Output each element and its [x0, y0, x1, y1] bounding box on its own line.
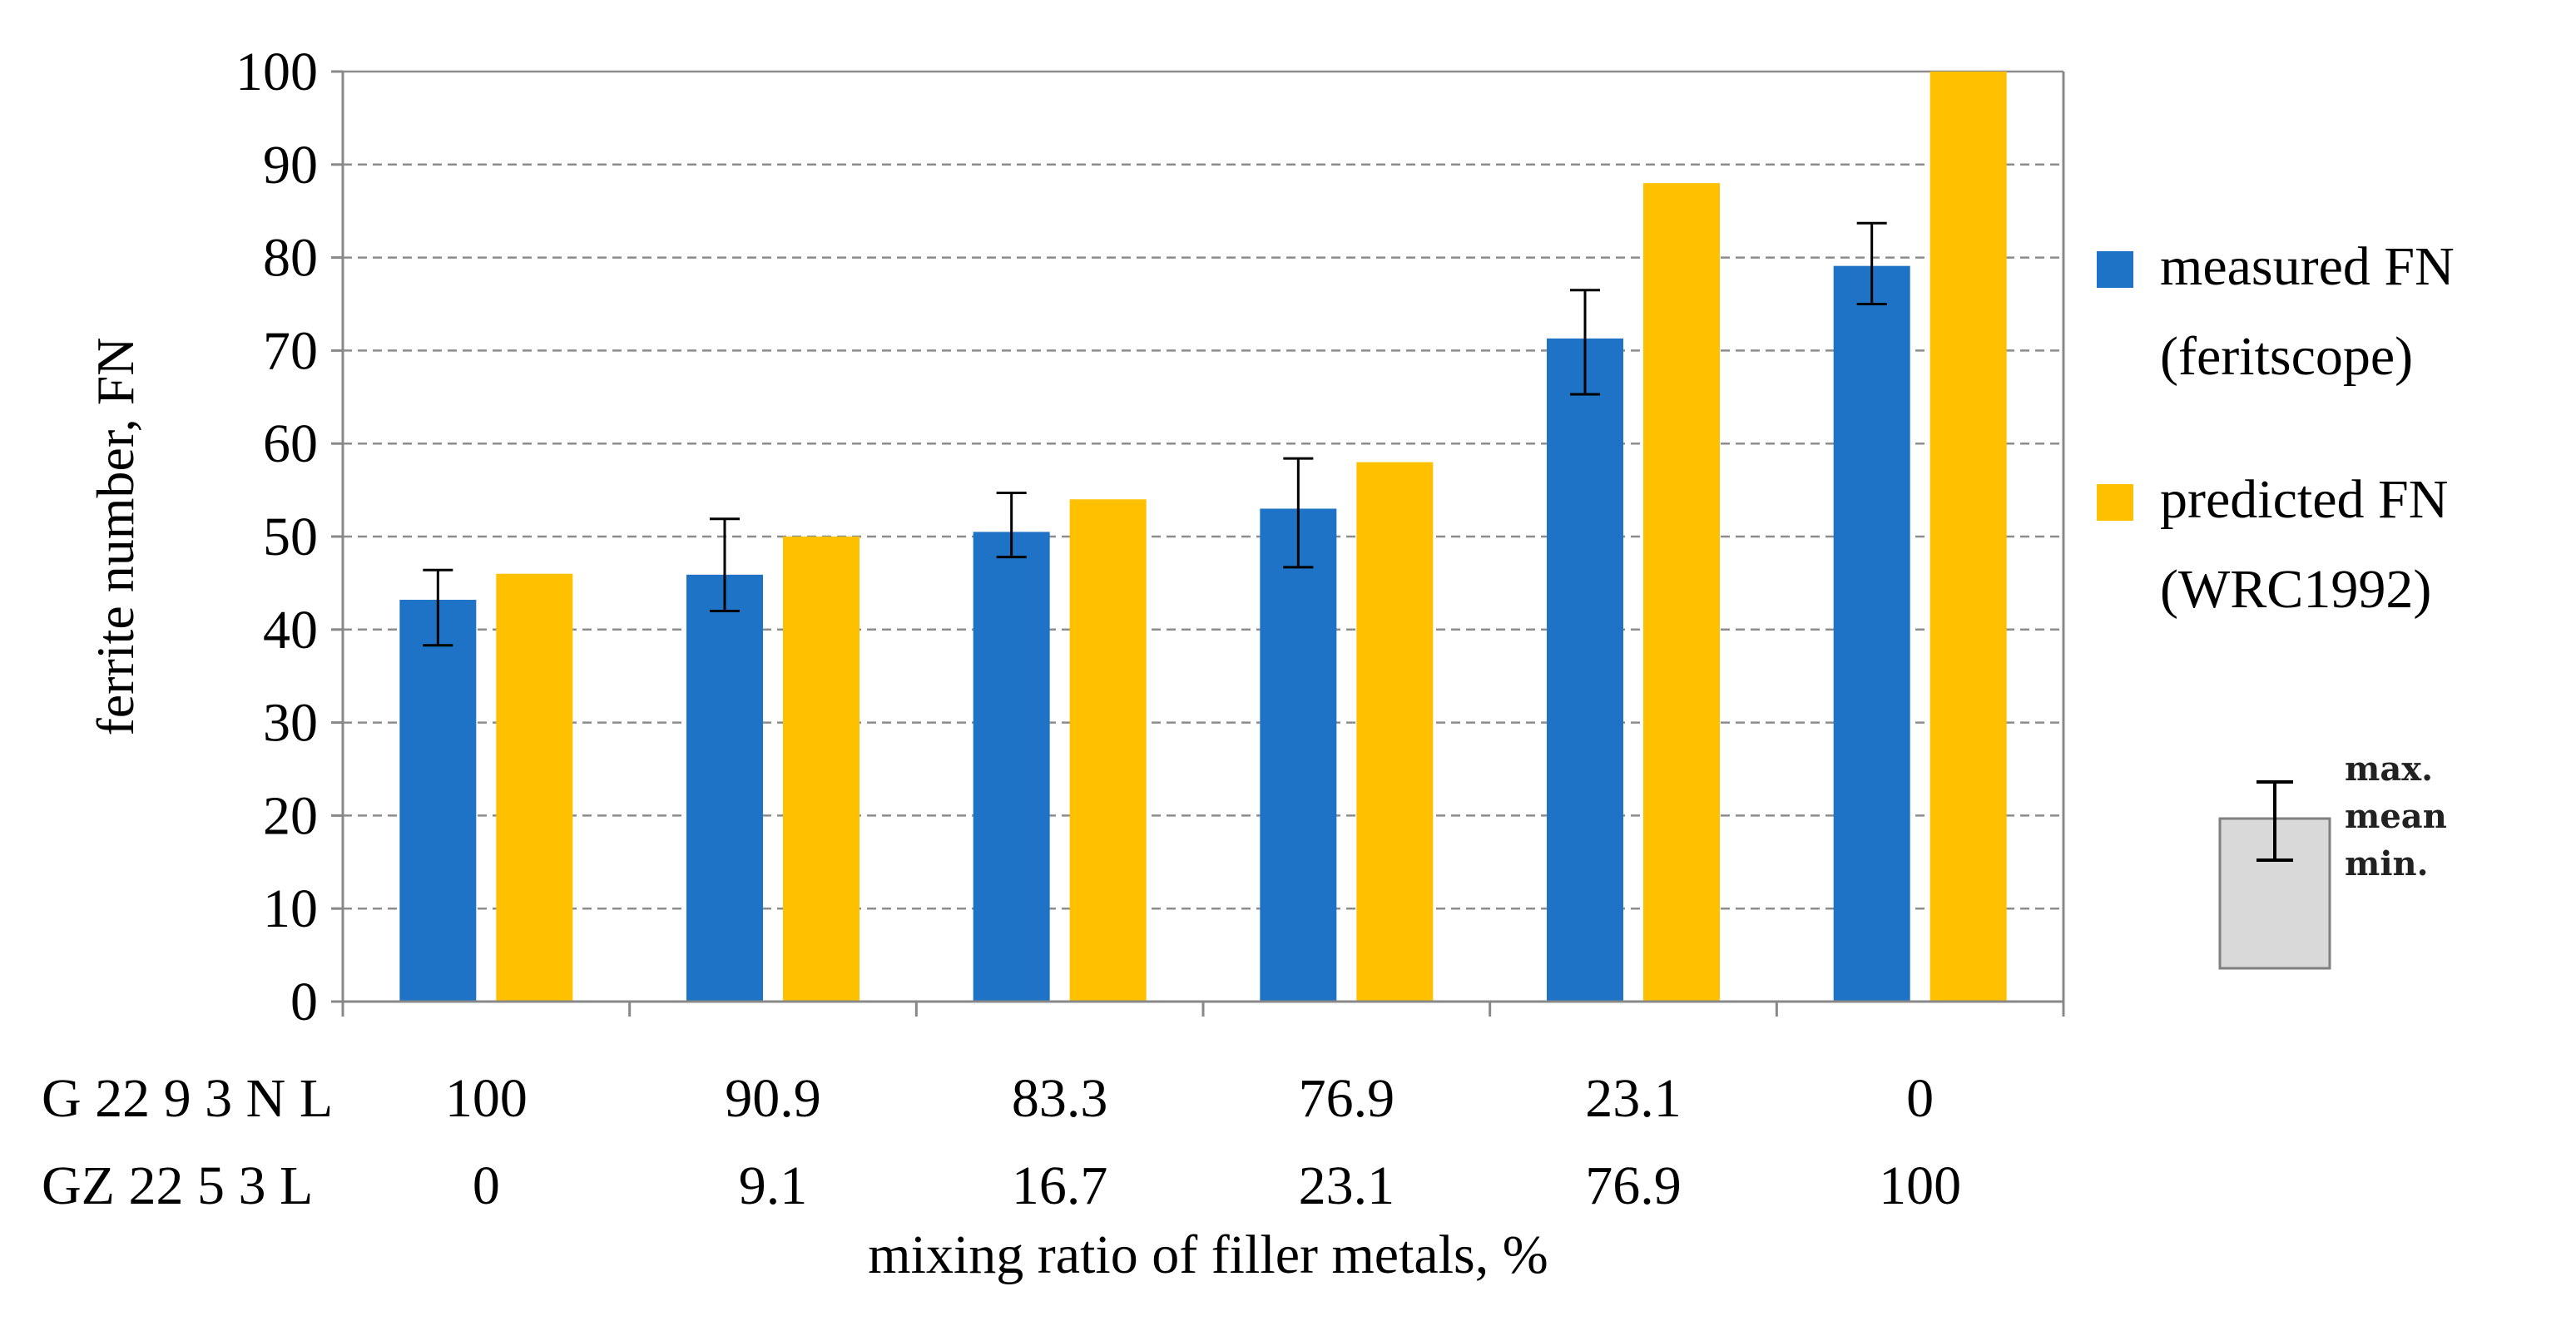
- category-label-row2-4: 76.9: [1585, 1155, 1682, 1216]
- bar-measured-4: [1547, 338, 1623, 1002]
- category-label-row2-1: 9.1: [739, 1155, 808, 1216]
- error-bars: [423, 221, 1887, 647]
- category-label-row1-5: 0: [1906, 1068, 1934, 1129]
- category-label-row1-1: 90.9: [725, 1068, 821, 1129]
- category-label-row2-5: 100: [1879, 1155, 1961, 1216]
- category-label-row2-2: 16.7: [1012, 1155, 1108, 1216]
- category-labels: G 22 9 3 N L GZ 22 5 3 L 100 90.9 83.3 76.9…: [42, 1068, 1961, 1216]
- y-tick-label-50: 50: [263, 507, 318, 567]
- y-tick-label-100: 100: [235, 42, 318, 102]
- y-tick-label-40: 40: [263, 600, 318, 660]
- category-label-row1-0: 100: [445, 1068, 528, 1129]
- category-label-row1-2: 83.3: [1012, 1068, 1108, 1129]
- y-tick-label-30: 30: [263, 693, 318, 754]
- category-label-row1-4: 23.1: [1585, 1068, 1682, 1129]
- y-tick-label-0: 0: [290, 972, 318, 1032]
- y-tick-label-80: 80: [263, 228, 318, 289]
- bars: [399, 72, 2007, 1002]
- y-axis-title: ferrite number, FN: [86, 337, 145, 735]
- bar-predicted-3: [1356, 462, 1434, 1002]
- gridlines: [343, 70, 2063, 910]
- category-label-row1-3: 76.9: [1299, 1068, 1395, 1129]
- errorbar-key-min: min.: [2345, 844, 2429, 883]
- x-axis-title: mixing ratio of filler metals, %: [868, 1225, 1548, 1285]
- y-tick-label-60: 60: [263, 413, 318, 474]
- y-tick-labels: 0 10 20 30 40 50 60 70 80 90 100: [235, 42, 343, 1032]
- bar-measured-1: [686, 574, 763, 1002]
- bar-measured-2: [973, 532, 1050, 1002]
- category-label-row2-0: 0: [473, 1155, 500, 1216]
- errorbar-key: max. mean min.: [2218, 750, 2447, 970]
- legend-swatch-predicted: [2097, 484, 2133, 521]
- errorbar-key-mean: mean: [2345, 797, 2447, 836]
- bar-predicted-2: [1069, 499, 1147, 1002]
- legend-label-measured-2: (feritscope): [2160, 326, 2413, 387]
- legend: measured FN (feritscope) predicted FN (W…: [2097, 236, 2455, 620]
- category-label-row2-3: 23.1: [1299, 1155, 1395, 1216]
- legend-label-measured-1: measured FN: [2160, 236, 2455, 297]
- y-tick-label-10: 10: [263, 878, 318, 939]
- bar-predicted-4: [1643, 183, 1720, 1002]
- category-row-label-2: GZ 22 5 3 L: [42, 1155, 313, 1216]
- legend-label-predicted-1: predicted FN: [2160, 469, 2448, 530]
- bar-measured-0: [399, 600, 477, 1002]
- y-tick-label-90: 90: [263, 135, 318, 195]
- y-tick-label-20: 20: [263, 785, 318, 846]
- bar-measured-3: [1260, 508, 1337, 1002]
- legend-label-predicted-2: (WRC1992): [2160, 559, 2431, 620]
- category-row-label-1: G 22 9 3 N L: [42, 1068, 333, 1129]
- x-tick-marks: [341, 1002, 2065, 1017]
- bar-predicted-5: [1930, 72, 2007, 1002]
- bar-predicted-0: [496, 573, 573, 1002]
- y-tick-label-70: 70: [263, 320, 318, 381]
- legend-swatch-measured: [2097, 251, 2133, 288]
- bar-predicted-1: [783, 537, 859, 1002]
- bar-measured-5: [1833, 265, 1910, 1002]
- errorbar-key-max: max.: [2345, 750, 2433, 789]
